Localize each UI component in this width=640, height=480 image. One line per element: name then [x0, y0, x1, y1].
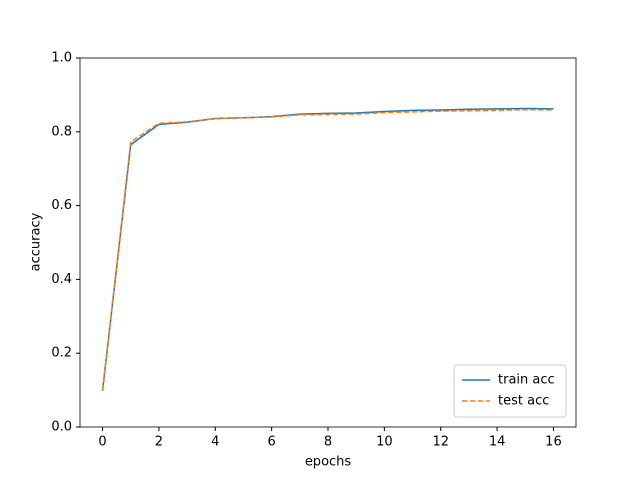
- x-tick-label: 8: [324, 435, 332, 450]
- x-tick-label: 2: [155, 435, 163, 450]
- x-tick-label: 12: [432, 435, 449, 450]
- y-tick-label: 0.0: [51, 420, 72, 435]
- x-tick-label: 10: [376, 435, 393, 450]
- y-tick-label: 0.8: [51, 124, 72, 139]
- plot-frame: [79, 57, 577, 428]
- y-tick-label: 0.4: [51, 272, 72, 287]
- x-tick-label: 6: [267, 435, 275, 450]
- legend-label: train acc: [498, 373, 555, 388]
- y-tick-label: 0.2: [51, 346, 72, 361]
- y-tick-label: 1.0: [51, 51, 72, 66]
- x-tick-label: 16: [545, 435, 562, 450]
- x-tick-label: 14: [489, 435, 506, 450]
- data-line: [101, 107, 554, 391]
- x-axis-label: epochs: [305, 455, 352, 470]
- legend-label: test acc: [498, 394, 549, 409]
- legend-box: [453, 364, 567, 418]
- x-tick-label: 0: [98, 435, 106, 450]
- y-tick-label: 0.6: [51, 198, 72, 213]
- y-axis-label: accuracy: [29, 212, 44, 271]
- data-line: [101, 108, 554, 391]
- x-tick-label: 4: [211, 435, 219, 450]
